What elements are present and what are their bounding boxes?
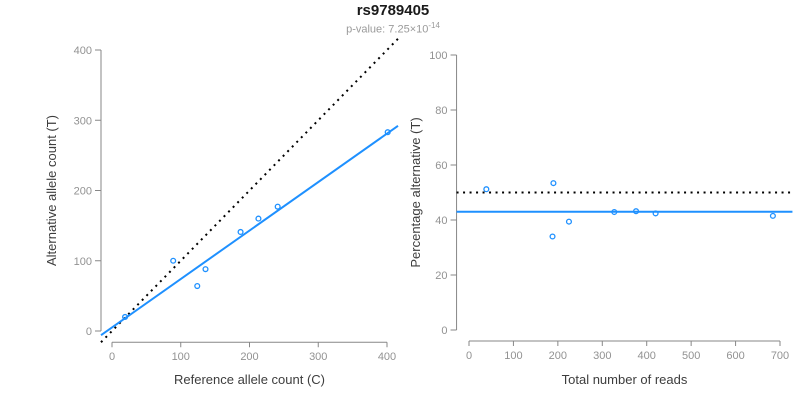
x-axis-title: Reference allele count (C) xyxy=(174,372,325,387)
y-axis: 0 20 40 60 80 100 xyxy=(429,50,458,337)
x-tick-label: 300 xyxy=(593,350,611,362)
x-axis: 0 100 200 300 400 500 600 700 xyxy=(466,340,789,362)
y-axis: 0 100 200 300 400 xyxy=(74,45,102,338)
x-tick-label: 100 xyxy=(504,350,522,362)
percentage-scatter-panel: 0 100 200 300 400 500 600 700 0 20 40 60 80 100 Total … xyxy=(408,50,793,387)
data-point xyxy=(237,228,244,235)
y-tick-label: 20 xyxy=(435,270,447,282)
y-tick-label: 300 xyxy=(74,115,92,127)
y-tick-label: 100 xyxy=(429,50,447,62)
p-value-exponent: -14 xyxy=(428,21,440,30)
data-point xyxy=(170,257,177,264)
x-tick-label: 400 xyxy=(378,351,396,363)
data-point xyxy=(565,218,573,225)
y-tick-label: 0 xyxy=(441,325,447,337)
x-axis-title: Total number of reads xyxy=(562,372,688,387)
y-axis-title: Alternative allele count (T) xyxy=(44,115,59,266)
data-point xyxy=(483,186,490,193)
y-axis-title: Percentage alternative (T) xyxy=(408,117,423,267)
x-tick-label: 200 xyxy=(549,350,567,362)
data-point xyxy=(769,212,776,219)
x-tick-label: 600 xyxy=(726,350,744,362)
plot-subtitle: p-value: 7.25×10-14 xyxy=(0,19,786,37)
plot-title: rs9789405 xyxy=(356,2,430,19)
p-value-label: p-value: xyxy=(346,23,389,36)
figure-header: rs9789405 p-value: 7.25×10-14 xyxy=(0,2,786,37)
x-tick-label: 200 xyxy=(240,351,258,363)
y-tick-label: 0 xyxy=(86,326,92,338)
data-point xyxy=(652,210,659,217)
y-tick-label: 80 xyxy=(435,105,447,117)
identity-line xyxy=(100,38,399,343)
x-tick-label: 100 xyxy=(172,351,190,363)
x-tick-label: 700 xyxy=(771,350,789,362)
data-point xyxy=(255,215,262,222)
x-tick-label: 0 xyxy=(466,350,472,362)
data-point xyxy=(633,208,640,215)
y-tick-label: 40 xyxy=(435,215,447,227)
p-value-base: 7.25×10 xyxy=(388,23,429,36)
data-points xyxy=(483,180,776,240)
data-point xyxy=(122,313,129,321)
y-tick-label: 200 xyxy=(74,186,92,198)
data-point xyxy=(194,282,201,290)
x-tick-label: 400 xyxy=(638,350,656,362)
data-point xyxy=(549,233,556,240)
data-point xyxy=(202,266,209,273)
y-tick-label: 100 xyxy=(74,256,92,268)
x-tick-label: 500 xyxy=(682,350,700,362)
x-tick-label: 300 xyxy=(309,351,327,363)
data-point xyxy=(384,129,391,136)
data-point xyxy=(550,180,557,187)
x-axis: 0 100 200 300 400 xyxy=(109,341,396,363)
y-tick-label: 400 xyxy=(74,45,92,57)
x-tick-label: 0 xyxy=(109,351,115,363)
allele-count-scatter-panel: 0 100 200 300 400 0 100 200 300 400 Reference alle… xyxy=(44,38,399,387)
y-tick-label: 60 xyxy=(435,160,447,172)
data-points xyxy=(122,129,391,321)
data-point xyxy=(611,208,618,216)
data-point xyxy=(274,203,281,210)
fit-line xyxy=(100,125,399,337)
